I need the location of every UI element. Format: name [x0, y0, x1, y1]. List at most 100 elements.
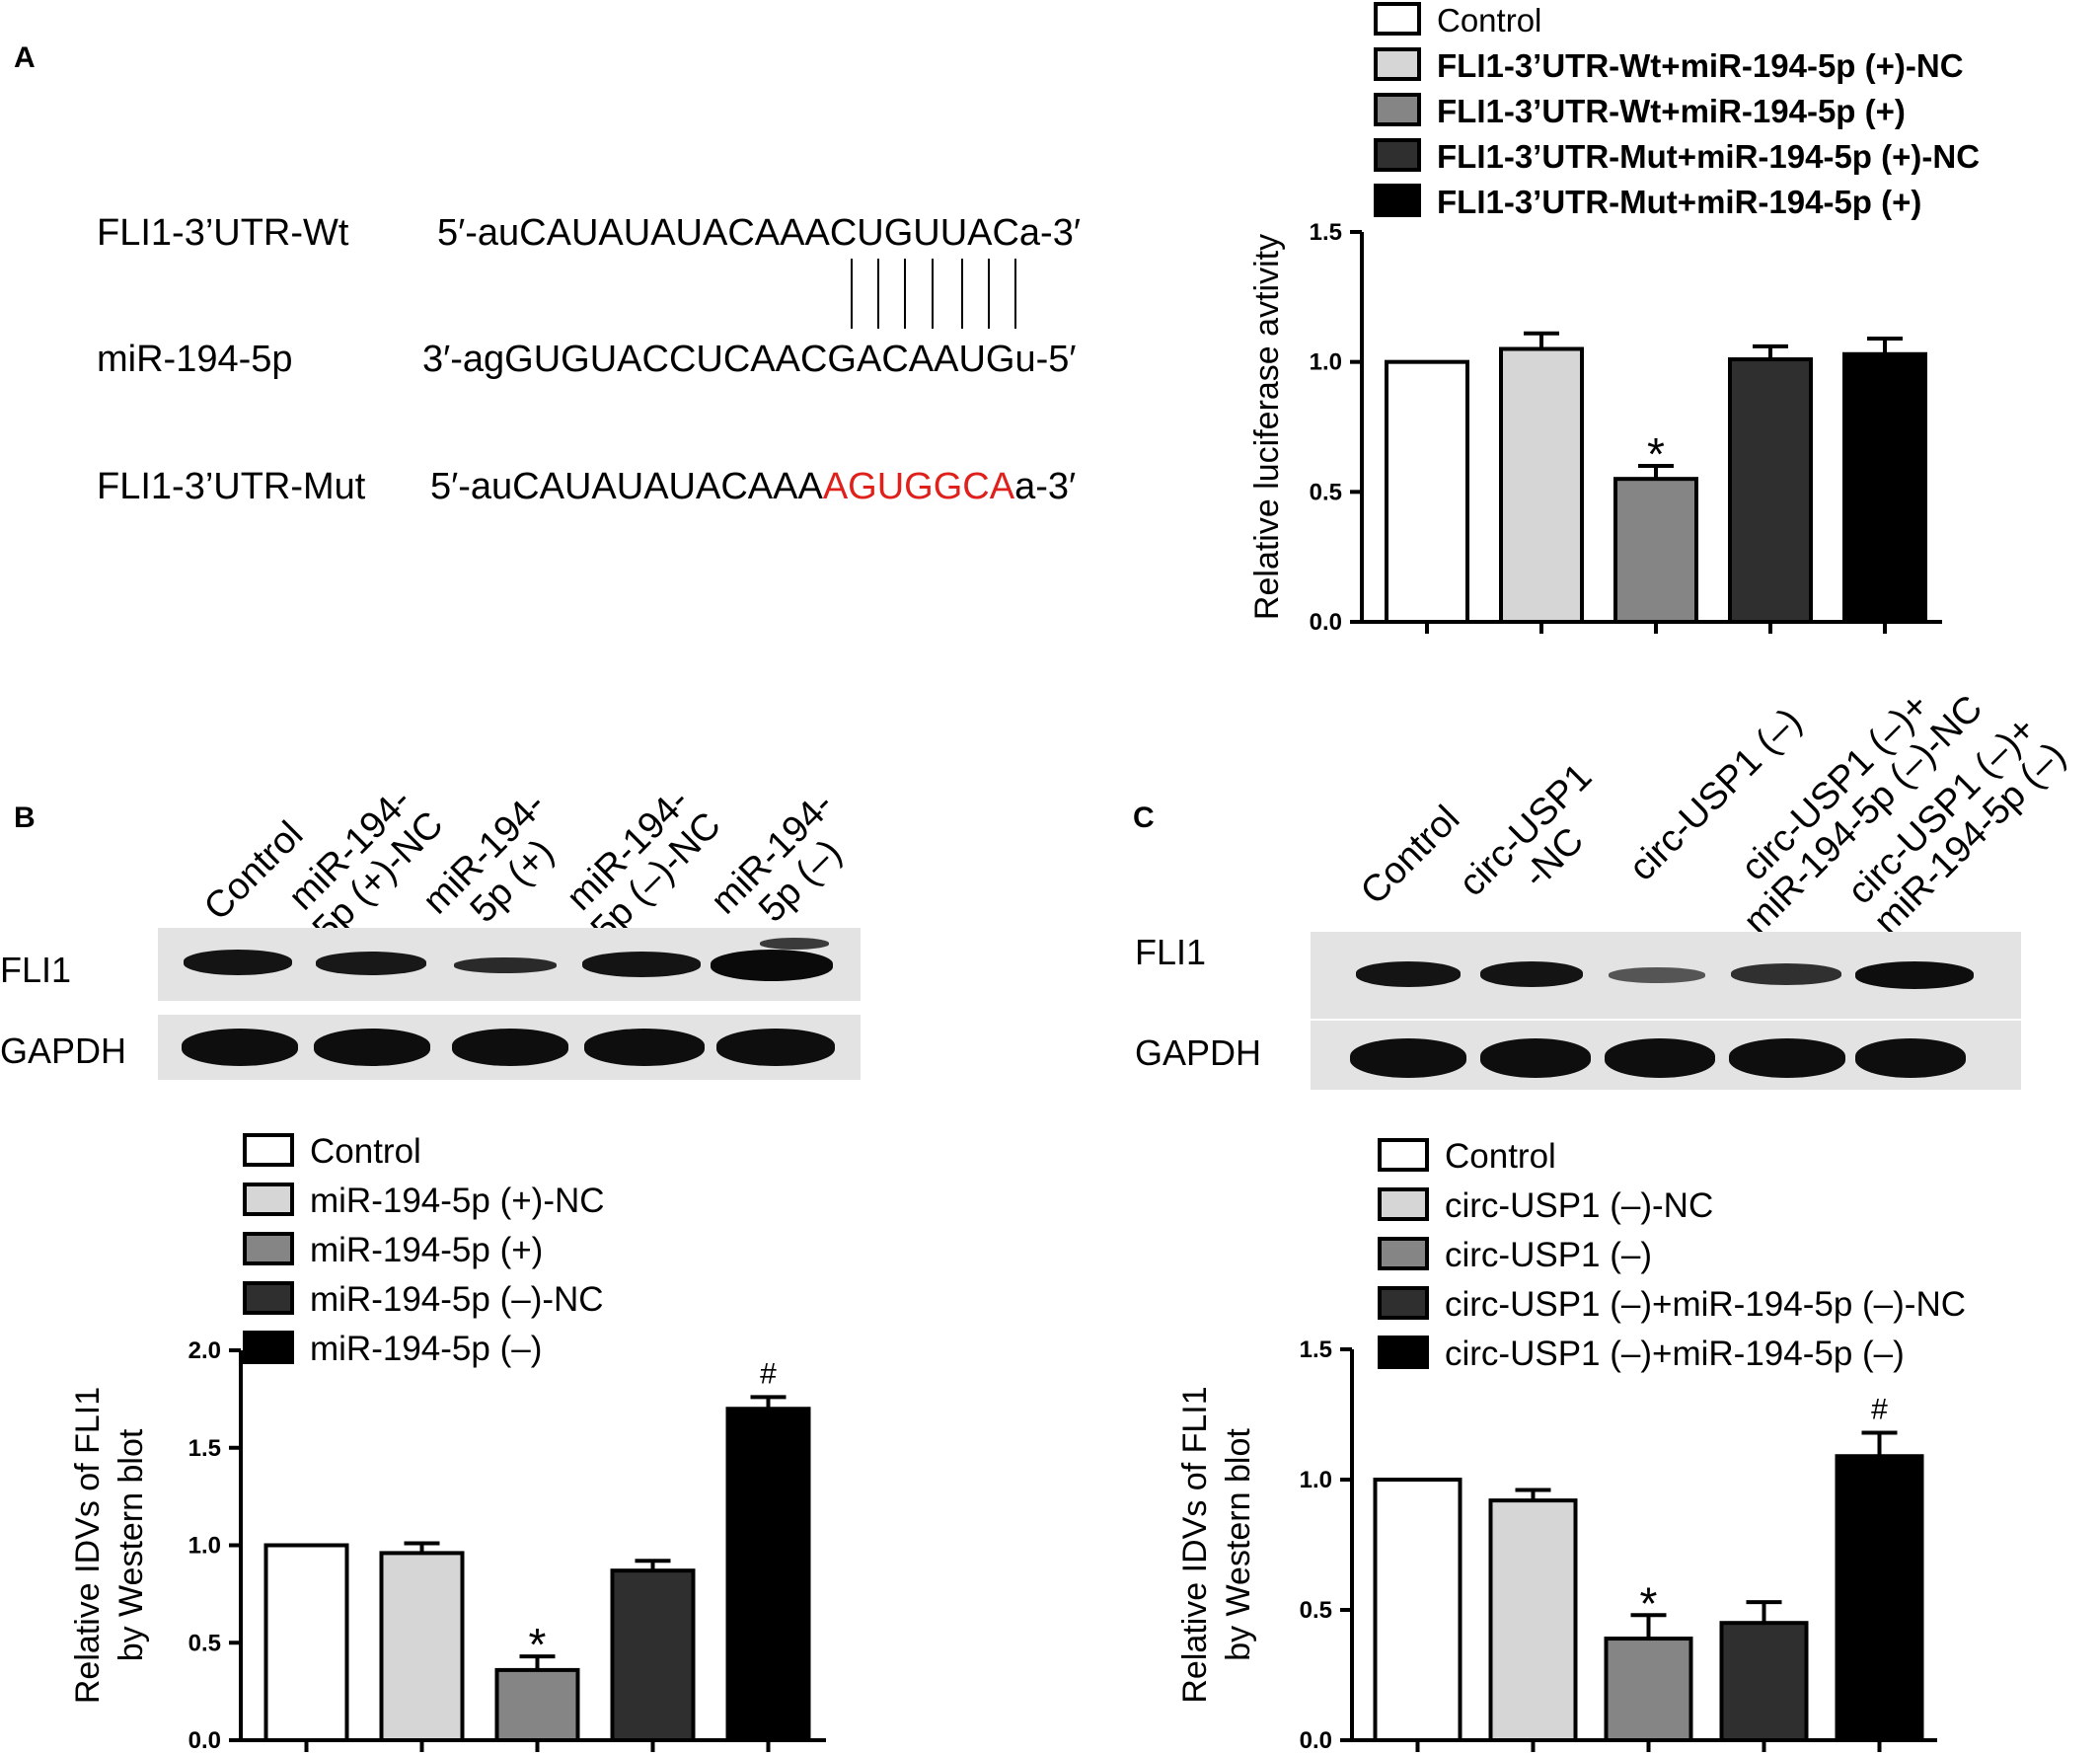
mut-seq-mutated: AGUGGCA [822, 466, 1015, 507]
mut-sequence: 5′-auCAUAUAUACAAAAGUGGCAa-3′ [430, 466, 1076, 508]
legend-label: miR-194-5p (+)-NC [310, 1182, 605, 1220]
legend-label: FLI1-3’UTR-Wt+miR-194-5p (+) [1437, 93, 1906, 129]
y-axis-label: Relative luciferase avtivity [1248, 234, 1286, 620]
b-gapdh-band-5 [716, 1029, 835, 1066]
b-gapdh-band-1 [182, 1029, 298, 1066]
bar [610, 1568, 696, 1743]
mir-label: miR-194-5p [97, 339, 293, 380]
legend-label: miR-194-5p (–)-NC [310, 1280, 604, 1319]
legend-swatch [1378, 1187, 1429, 1221]
significance-hash: # [1871, 1393, 1888, 1425]
legend-label: FLI1-3’UTR-Mut+miR-194-5p (+)-NC [1437, 138, 1980, 175]
c-fli1-band-1 [1356, 961, 1461, 987]
y-tick-label: 1.0 [188, 1533, 221, 1560]
c-gapdh-band-3 [1605, 1038, 1715, 1078]
c-gapdh-band-4 [1729, 1038, 1845, 1078]
b-gapdh-blot [158, 1015, 861, 1080]
legend-label: circ-USP1 (–)+miR-194-5p (–) [1445, 1335, 1905, 1373]
panel-b-letter: B [14, 802, 36, 834]
c-gapdh-band-2 [1480, 1038, 1591, 1078]
y-axis-label-line1: Relative IDVs of FLI1 [69, 1387, 107, 1704]
y-tick-label: 0.5 [1310, 479, 1342, 505]
significance-star: * [1640, 1577, 1658, 1629]
legend-label: miR-194-5p (+) [310, 1231, 543, 1269]
b-gapdh-band-2 [314, 1029, 430, 1066]
y-tick-label: 1.5 [1300, 1336, 1332, 1363]
mut-label: FLI1-3’UTR-Mut [97, 466, 366, 507]
bar [1728, 357, 1813, 624]
wt-label: FLI1-3’UTR-Wt [97, 212, 349, 254]
legend-swatch [1378, 1336, 1429, 1369]
chart-b: Control miR-194-5p (+)-NC miR-194-5p (+) mi… [69, 1132, 826, 1754]
y-tick-label: 0.5 [1300, 1597, 1332, 1624]
bar [1604, 1637, 1693, 1743]
c-fli1-label: FLI1 [1135, 932, 1207, 972]
c-gapdh-band-5 [1855, 1038, 1966, 1078]
mut-seq-suffix: a-3′ [1014, 466, 1077, 507]
y-tick-label: 1.0 [1310, 349, 1342, 376]
y-axis-label-line2: by Western blot [1220, 1428, 1257, 1661]
legend-swatch [243, 1281, 294, 1315]
c-gapdh-blot [1311, 1021, 2021, 1090]
y-tick-label: 0.5 [188, 1630, 221, 1656]
chart-a: Control FLI1-3’UTR-Wt+miR-194-5p (+)-NC FL… [1248, 2, 1980, 636]
y-axis-label-line2: by Western blot [112, 1428, 150, 1661]
b-fli1-band-2 [316, 952, 426, 975]
y-tick-label: 1.5 [188, 1435, 221, 1462]
wt-sequence: 5′-auCAUAUAUACAAACUGUUACa-3′ [437, 212, 1081, 254]
c-gapdh-band-1 [1350, 1038, 1466, 1078]
significance-hash: # [760, 1357, 777, 1390]
legend-swatch [1374, 138, 1421, 172]
b-gapdh-band-3 [452, 1029, 568, 1066]
legend-swatch [1374, 93, 1421, 126]
b-fli1-band-1 [184, 950, 292, 975]
mir-sequence: 3′-agGUGUACCUCAACGACAAUGu-5′ [422, 339, 1077, 380]
b-fli1-band-4 [582, 952, 701, 977]
c-fli1-band-5 [1855, 961, 1974, 989]
bar [1385, 359, 1469, 624]
bar [494, 1667, 580, 1743]
panel-a-letter: A [14, 41, 36, 74]
legend-swatch [243, 1331, 294, 1364]
legend-swatch [1378, 1237, 1429, 1270]
c-gapdh-label: GAPDH [1135, 1032, 1262, 1073]
b-fli1-band-5-upper [760, 938, 829, 950]
c-fli1-band-4 [1731, 963, 1841, 985]
legend-swatch [1378, 1286, 1429, 1320]
legend-label: miR-194-5p (–) [310, 1330, 542, 1368]
b-gapdh-label: GAPDH [0, 1031, 127, 1071]
bar [1835, 1454, 1924, 1742]
legend-swatch [1374, 2, 1421, 36]
legend-label: Control [1437, 2, 1541, 38]
y-axis-label-line1: Relative IDVs of FLI1 [1176, 1386, 1214, 1703]
bar [263, 1543, 349, 1742]
y-tick-label: 0.0 [1310, 609, 1342, 636]
legend-label: circ-USP1 (–)+miR-194-5p (–)-NC [1445, 1285, 1966, 1324]
legend-swatch [1374, 184, 1421, 217]
legend-swatch [1374, 47, 1421, 81]
y-tick-label: 0.0 [1300, 1727, 1332, 1754]
y-tick-label: 0.0 [188, 1727, 221, 1754]
significance-star: * [1647, 428, 1665, 480]
legend-swatch [1378, 1138, 1429, 1172]
legend-swatch [243, 1133, 294, 1167]
b-fli1-band-3 [454, 957, 557, 973]
bar [379, 1551, 465, 1743]
legend-label: FLI1-3’UTR-Wt+miR-194-5p (+)-NC [1437, 47, 1964, 84]
legend-label: Control [1445, 1137, 1556, 1176]
legend-label: Control [310, 1132, 421, 1171]
panel-c-letter: C [1133, 802, 1155, 834]
chart-c: Control circ-USP1 (–)-NC circ-USP1 (–) circ… [1176, 1137, 1966, 1754]
bar [725, 1407, 811, 1742]
y-tick-label: 1.0 [1300, 1467, 1332, 1493]
significance-star: * [529, 1619, 547, 1670]
legend-swatch [243, 1232, 294, 1265]
b-fli1-blot [158, 928, 861, 1001]
bar [1613, 477, 1698, 624]
b-gapdh-band-4 [584, 1029, 705, 1066]
legend-swatch [243, 1183, 294, 1216]
bar [1488, 1498, 1578, 1742]
legend-label: circ-USP1 (–) [1445, 1236, 1652, 1274]
bar [1842, 351, 1927, 624]
